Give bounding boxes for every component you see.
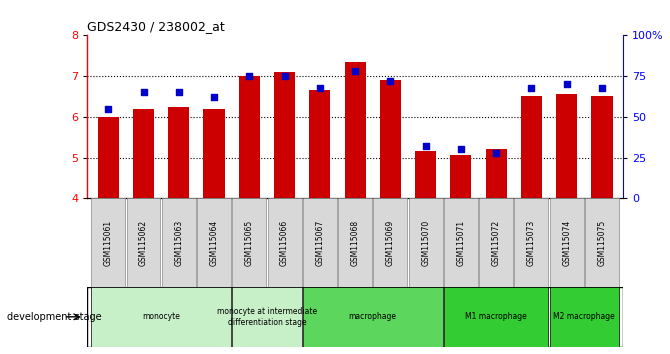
Text: GSM115062: GSM115062 xyxy=(139,219,148,266)
Point xyxy=(279,73,290,79)
Text: GSM115061: GSM115061 xyxy=(104,219,113,266)
Bar xyxy=(550,287,619,347)
Bar xyxy=(515,198,548,287)
Bar xyxy=(310,90,330,198)
Bar xyxy=(91,287,231,347)
Bar xyxy=(168,107,190,198)
Text: M2 macrophage: M2 macrophage xyxy=(553,312,615,321)
Text: GSM115070: GSM115070 xyxy=(421,219,430,266)
Bar xyxy=(550,198,584,287)
Bar xyxy=(592,96,612,198)
Bar xyxy=(274,72,295,198)
Bar xyxy=(162,198,196,287)
Text: GSM115065: GSM115065 xyxy=(245,219,254,266)
Bar xyxy=(267,198,302,287)
Point xyxy=(350,68,360,74)
Text: monocyte: monocyte xyxy=(142,312,180,321)
Bar xyxy=(98,117,119,198)
Text: GSM115063: GSM115063 xyxy=(174,219,184,266)
Text: GSM115067: GSM115067 xyxy=(316,219,324,266)
Text: macrophage: macrophage xyxy=(348,312,397,321)
Point xyxy=(385,78,396,84)
Point xyxy=(596,85,607,90)
Bar xyxy=(338,198,372,287)
Bar xyxy=(444,198,478,287)
Point xyxy=(526,85,537,90)
Bar xyxy=(344,62,366,198)
Point xyxy=(138,90,149,95)
Bar xyxy=(197,198,231,287)
Text: GSM115074: GSM115074 xyxy=(562,219,572,266)
Bar xyxy=(521,96,542,198)
Text: GSM115075: GSM115075 xyxy=(598,219,606,266)
Text: development stage: development stage xyxy=(7,312,101,322)
Bar xyxy=(444,287,548,347)
Bar xyxy=(127,198,160,287)
Text: GSM115069: GSM115069 xyxy=(386,219,395,266)
Bar xyxy=(585,198,619,287)
Point xyxy=(561,81,572,87)
Text: GSM115066: GSM115066 xyxy=(280,219,289,266)
Text: GSM115073: GSM115073 xyxy=(527,219,536,266)
Point xyxy=(208,95,219,100)
Text: GDS2430 / 238002_at: GDS2430 / 238002_at xyxy=(87,20,225,33)
Text: GSM115068: GSM115068 xyxy=(350,219,360,266)
Bar xyxy=(380,80,401,198)
Point xyxy=(103,106,114,112)
Bar xyxy=(303,198,337,287)
Bar xyxy=(133,109,154,198)
Text: GSM115072: GSM115072 xyxy=(492,219,500,266)
Bar xyxy=(415,152,436,198)
Bar xyxy=(373,198,407,287)
Point xyxy=(456,147,466,152)
Point xyxy=(314,85,325,90)
Bar xyxy=(204,109,224,198)
Text: GSM115064: GSM115064 xyxy=(210,219,218,266)
Text: GSM115071: GSM115071 xyxy=(456,219,466,266)
Text: M1 macrophage: M1 macrophage xyxy=(465,312,527,321)
Bar xyxy=(232,287,302,347)
Point xyxy=(491,150,502,155)
Bar xyxy=(303,287,443,347)
Bar xyxy=(232,198,266,287)
Text: monocyte at intermediate
differentiation stage: monocyte at intermediate differentiation… xyxy=(217,307,317,326)
Bar xyxy=(409,198,443,287)
Bar xyxy=(479,198,513,287)
Point xyxy=(420,143,431,149)
Point xyxy=(244,73,255,79)
Bar xyxy=(450,155,472,198)
Bar xyxy=(556,95,578,198)
Bar xyxy=(486,149,507,198)
Point xyxy=(174,90,184,95)
Bar xyxy=(91,198,125,287)
Bar xyxy=(239,76,260,198)
